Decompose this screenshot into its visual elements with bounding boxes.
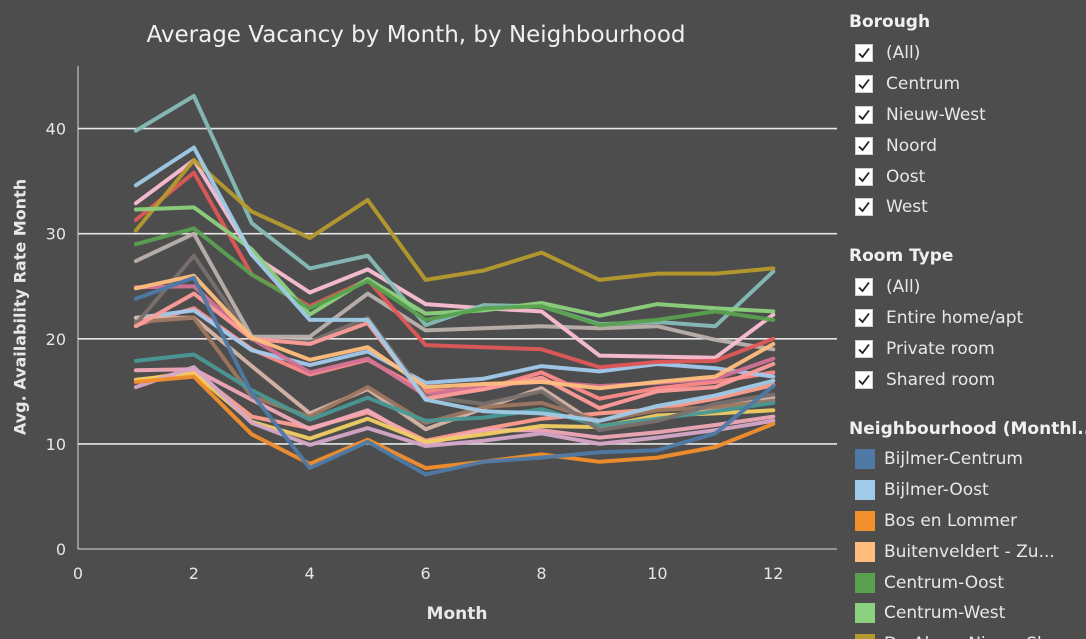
series-line	[133, 205, 776, 318]
room-type-filter-list[interactable]: (All) Entire home/apt Private room Shared r…	[855, 272, 1081, 395]
x-tick-label: 10	[647, 564, 667, 583]
series-line	[133, 158, 776, 282]
filter-option-label: Noord	[886, 135, 937, 156]
borough-filter-option[interactable]: (All)	[855, 38, 1081, 69]
x-tick-label: 8	[536, 564, 546, 583]
checkbox-checked-icon[interactable]	[855, 75, 873, 94]
series-line	[133, 308, 776, 385]
neighbourhood-legend-title: Neighbourhood (Monthl...	[849, 419, 1086, 439]
room-type-filter-option[interactable]: Entire home/apt	[855, 303, 1081, 334]
y-tick-label: 40	[46, 120, 66, 139]
legend-swatch	[855, 603, 875, 624]
borough-filter-list[interactable]: (All) Centrum Nieuw-West Noord Oost West	[855, 38, 1081, 230]
series-line	[133, 170, 776, 370]
legend-label: Bijlmer-Centrum	[884, 449, 1023, 470]
checkbox-checked-icon[interactable]	[855, 278, 873, 297]
legend-label: Bijlmer-Oost	[884, 480, 989, 501]
x-tick-label: 2	[189, 564, 199, 583]
legend-item[interactable]: Bijlmer-Oost	[855, 475, 1081, 506]
borough-filter-option[interactable]: Noord	[855, 130, 1081, 161]
filter-option-label: Entire home/apt	[886, 308, 1024, 329]
x-axis-label: Month	[426, 604, 488, 624]
series-line	[133, 94, 776, 329]
filter-option-label: (All)	[886, 277, 921, 298]
checkbox-checked-icon[interactable]	[855, 105, 873, 124]
y-tick-label: 0	[56, 540, 66, 559]
legend-swatch	[855, 449, 875, 470]
legend-swatch	[855, 634, 875, 639]
room-type-filter-option[interactable]: Private room	[855, 334, 1081, 365]
borough-filter-title: Borough	[849, 12, 931, 32]
series-line	[133, 369, 776, 443]
legend-swatch	[855, 510, 875, 531]
legend-label: Bos en Lommer	[884, 510, 1018, 531]
checkbox-checked-icon[interactable]	[855, 198, 873, 217]
legend-item[interactable]: Bos en Lommer	[855, 506, 1081, 537]
legend-item[interactable]: De Aker - Nieuw Sl...	[855, 629, 1081, 639]
series-line	[133, 145, 776, 423]
borough-filter-option[interactable]: Centrum	[855, 69, 1081, 100]
x-tick-label: 12	[763, 564, 783, 583]
room-type-filter-option[interactable]: (All)	[855, 272, 1081, 303]
legend-swatch	[855, 572, 875, 593]
filter-option-label: Private room	[886, 338, 995, 359]
checkbox-checked-icon[interactable]	[855, 339, 873, 358]
series-line	[133, 226, 776, 328]
y-tick-label: 30	[46, 225, 66, 244]
filter-option-label: West	[886, 197, 928, 218]
legend-item[interactable]: Centrum-West	[855, 598, 1081, 629]
series-line	[133, 365, 776, 448]
chart-title: Average Vacancy by Month, by Neighbourho…	[146, 22, 686, 48]
checkbox-checked-icon[interactable]	[855, 44, 873, 63]
borough-filter-option[interactable]: Nieuw-West	[855, 100, 1081, 131]
filter-option-label: Oost	[886, 166, 926, 187]
chart-area: Average Vacancy by Month, by Neighbourho…	[0, 0, 840, 639]
series-line	[133, 231, 776, 352]
y-tick-label: 10	[46, 435, 66, 454]
x-tick-label: 0	[73, 564, 83, 583]
filter-option-label: Shared room	[886, 369, 996, 390]
checkbox-checked-icon[interactable]	[855, 370, 873, 389]
checkbox-checked-icon[interactable]	[855, 136, 873, 155]
line-chart[interactable]: 0 10 20 30 40 0 2 4 6 8 10 12	[0, 0, 840, 639]
legend-swatch	[855, 541, 875, 562]
series-line	[133, 374, 776, 471]
y-tick-label: 20	[46, 330, 66, 349]
series-line	[133, 273, 776, 391]
filter-option-label: Nieuw-West	[886, 104, 986, 125]
borough-filter-option[interactable]: West	[855, 192, 1081, 223]
legend-label: De Aker - Nieuw Sl...	[884, 634, 1058, 639]
legend-label: Centrum-West	[884, 603, 1006, 624]
filter-option-label: Centrum	[886, 74, 961, 95]
room-type-filter-option[interactable]: Shared room	[855, 364, 1081, 395]
legend-item[interactable]: Bijlmer-Centrum	[855, 444, 1081, 475]
series-line	[133, 291, 776, 411]
legend-item[interactable]: Centrum-Oost	[855, 567, 1081, 598]
legend-label: Buitenveldert - Zu...	[884, 541, 1055, 562]
borough-filter-option[interactable]: Oost	[855, 161, 1081, 192]
legend-swatch	[855, 480, 875, 501]
y-axis-label: Avg. Availability Rate Month	[10, 178, 30, 436]
neighbourhood-legend[interactable]: Bijlmer-Centrum Bijlmer-Oost Bos en Lommer…	[855, 444, 1081, 639]
filter-option-label: (All)	[886, 43, 921, 64]
checkbox-checked-icon[interactable]	[855, 309, 873, 328]
series-line	[133, 275, 776, 477]
x-tick-label: 6	[421, 564, 431, 583]
room-type-filter-title: Room Type	[849, 246, 954, 266]
legend-label: Centrum-Oost	[884, 572, 1005, 593]
legend-item[interactable]: Buitenveldert - Zu...	[855, 536, 1081, 567]
checkbox-checked-icon[interactable]	[855, 167, 873, 186]
x-tick-label: 4	[305, 564, 315, 583]
sidebar: Borough (All) Centrum Nieuw-West Noord Oost W…	[849, 0, 1086, 639]
